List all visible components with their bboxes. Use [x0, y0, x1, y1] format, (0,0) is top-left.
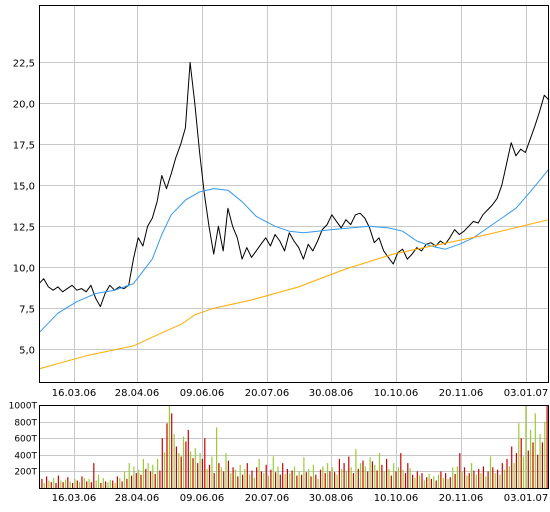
volume-y-tick-label: 200T: [14, 468, 37, 478]
price-x-tick-label: 09.06.06: [180, 388, 225, 399]
price-y-tick-label: 12,5: [13, 223, 35, 234]
price-series-line-2: [38, 219, 550, 370]
price-series-line-1: [38, 168, 550, 334]
price-series-line-0: [38, 61, 550, 308]
volume-x-tick-label: 20.11.06: [439, 493, 484, 504]
price-y-tick-label: 7,5: [19, 305, 35, 316]
price-x-tick-label: 16.03.06: [52, 388, 97, 399]
price-y-tick-label: 22,5: [13, 59, 35, 70]
volume-x-tick-label: 28.04.06: [115, 493, 160, 504]
volume-y-tick-label: 400T: [14, 452, 37, 462]
volume-x-tick-label: 20.07.06: [245, 493, 290, 504]
price-y-tick-label: 17,5: [13, 141, 35, 152]
volume-x-tick-label: 16.03.06: [52, 493, 97, 504]
price-x-tick-label: 20.07.06: [245, 388, 290, 399]
price-y-tick-label: 15,0: [13, 182, 35, 193]
price-y-tick-label: 20,0: [13, 100, 35, 111]
price-panel: 5,0 7,5 10,0 12,5 15,0 17,5 20,0 22,5 16.03.06 28…: [13, 5, 550, 399]
price-x-tick-label: 28.04.06: [115, 388, 160, 399]
volume-x-tick-label: 30.08.06: [309, 493, 354, 504]
price-y-tick-label: 10,0: [13, 264, 35, 275]
price-x-tick-label: 03.01.07: [504, 388, 549, 399]
volume-y-tick-label: 800T: [14, 419, 37, 429]
volume-y-tick-label: 1000T: [9, 402, 38, 412]
volume-panel: 200T 400T 600T 800T 1000T 16.03.06 28.04.06 09.…: [9, 402, 549, 504]
volume-x-tick-label: 03.01.07: [504, 493, 549, 504]
volume-plot-frame: [39, 405, 549, 489]
volume-x-tick-label: 10.10.06: [374, 493, 419, 504]
volume-y-tick-label: 600T: [14, 435, 37, 445]
price-x-tick-label: 20.11.06: [439, 388, 484, 399]
price-y-tick-label: 5,0: [19, 346, 35, 357]
price-plot-area: [39, 5, 549, 382]
price-x-tick-label: 30.08.06: [309, 388, 354, 399]
volume-x-tick-label: 09.06.06: [180, 493, 225, 504]
price-plot-frame: [39, 5, 549, 383]
price-x-tick-label: 10.10.06: [374, 388, 419, 399]
